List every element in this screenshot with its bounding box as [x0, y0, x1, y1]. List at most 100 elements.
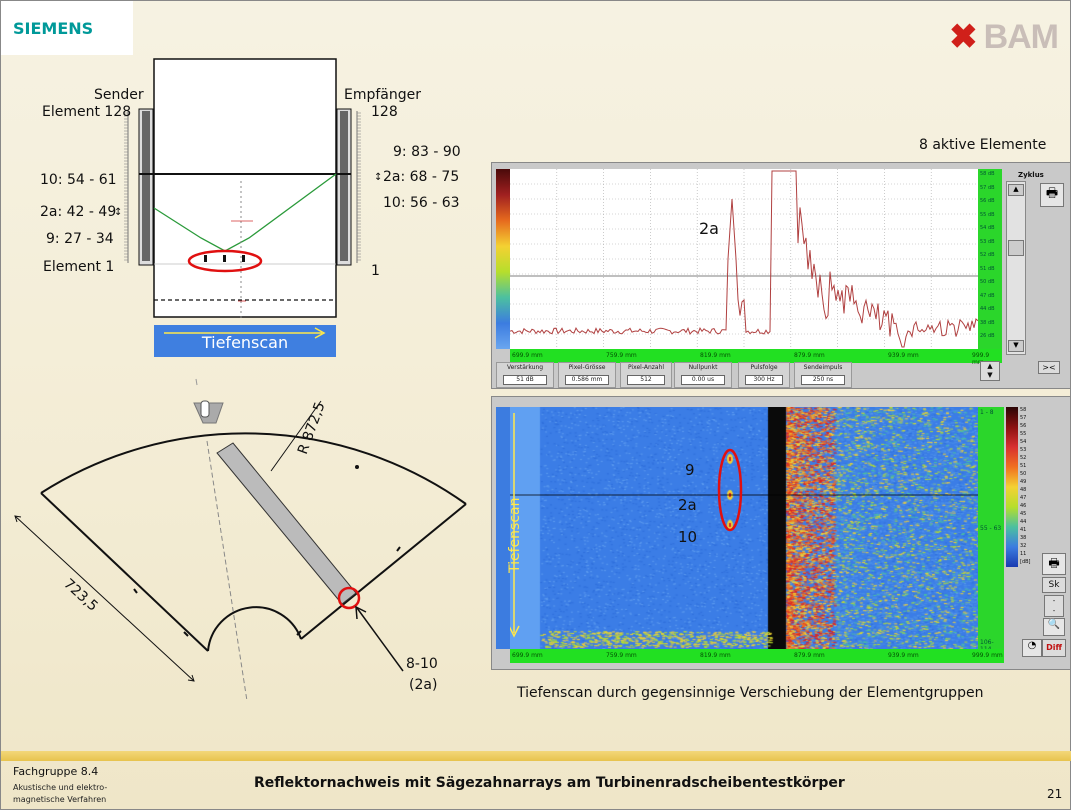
pulse-rate-value[interactable]: 300 Hz — [745, 375, 783, 385]
bscan-label-2a: 2a — [678, 496, 697, 514]
ascan-color-scale — [496, 169, 510, 349]
bscan-right-mid: 55 - 63 — [980, 525, 1002, 532]
bscan-x-tick: 819.9 mm — [700, 652, 731, 659]
ascan-db-tick: 26 dB — [980, 333, 995, 339]
scan-arrow-icon — [164, 327, 326, 339]
left-group-9: 9: 27 - 34 — [46, 231, 114, 247]
bscan-scale-value: 38 — [1020, 535, 1027, 541]
zero-point-value[interactable]: 0.00 us — [681, 375, 725, 385]
reflector-label-line2: (2a) — [409, 677, 438, 693]
scroll-up-button[interactable]: ▲ — [1008, 184, 1024, 196]
pixel-count-field: Pixel-Anzahl 512 — [620, 362, 672, 388]
bscan-scale-value: 44 — [1020, 519, 1027, 525]
bscan-scale-value: 48 — [1020, 487, 1027, 493]
scroll-down-button[interactable]: ▼ — [1008, 340, 1024, 352]
active-elements-label: 8 aktive Elemente — [919, 137, 1047, 153]
bam-x-icon: ✖ — [949, 18, 978, 56]
stepper-button[interactable]: ▲ ▼ — [980, 361, 1000, 381]
ascan-x-tick: 699.9 mm — [512, 352, 543, 359]
ascan-x-tick: 879.9 mm — [794, 352, 825, 359]
send-pulse-field: Sendeimpuls 250 ns — [794, 362, 852, 388]
bscan-scale-value: 51 — [1020, 463, 1027, 469]
zoom-icon[interactable]: 🔍 — [1043, 618, 1065, 636]
ascan-db-axis: 58 dB 57 dB 56 dB 55 dB 54 dB 53 dB 52 dB 51 dB… — [978, 169, 1002, 349]
field-label: Nullpunkt — [688, 364, 718, 371]
bscan-overlay — [510, 413, 978, 638]
left-group-2a: 2a: 42 - 49 — [40, 204, 117, 220]
ascan-db-tick: 57 dB — [980, 184, 995, 191]
bscan-scale-value: 55 — [1020, 431, 1027, 437]
siemens-logo: SIEMENS — [1, 1, 133, 55]
pixel-count-value[interactable]: 512 — [627, 375, 665, 385]
receiver-element-label: 128 — [371, 104, 398, 120]
bscan-image — [510, 407, 978, 649]
bscan-scale-value: 45 — [1020, 511, 1027, 517]
ascan-db-tick: 52 dB — [980, 252, 995, 258]
ascan-db-tick: 58 dB — [980, 171, 995, 177]
bscan-scale-value: 41 — [1020, 527, 1027, 533]
page-number: 21 — [1047, 787, 1063, 801]
sender-element-label: Element 128 — [42, 104, 132, 120]
ascan-db-tick: 50 dB — [980, 279, 995, 285]
turbine-disc-drawing — [14, 378, 467, 702]
color-palette-icon[interactable]: ◔ — [1022, 639, 1042, 657]
right-group-10: 10: 56 - 63 — [383, 195, 460, 211]
ascan-db-tick: 54 dB — [980, 225, 995, 231]
field-label: Pixel-Anzahl — [627, 364, 665, 371]
right-element-1-label: 1 — [371, 263, 380, 279]
ascan-x-tick: 939.9 mm — [888, 352, 919, 359]
bscan-scale-value: [dB] — [1020, 559, 1031, 565]
footer-division-line1: Akustische und elektro- — [13, 783, 108, 792]
swap-button[interactable]: >< — [1038, 361, 1060, 374]
footer-group: Fachgruppe 8.4 — [13, 765, 99, 778]
field-label: Verstärkung — [506, 364, 544, 371]
bscan-scale-value: 58 — [1020, 407, 1027, 413]
bscan-right-axis: 1 - 8 55 - 63 106-114 — [978, 407, 1004, 653]
bscan-depth-label: Tiefenscan — [507, 497, 523, 573]
ascan-db-tick: 44 dB — [980, 306, 995, 312]
bscan-scale-values: 58 57 56 55 54 53 52 51 50 49 48 47 46 45 44 41 38 32 11 [d… — [1020, 407, 1046, 577]
bscan-x-tick: 999.9 mm — [972, 652, 1003, 659]
bscan-scale-value: 11 — [1020, 551, 1027, 557]
right-group-2a: 2a: 68 - 75 — [383, 169, 460, 185]
bscan-print-icon[interactable]: 🖶 — [1042, 553, 1066, 575]
cycle-scrollbar[interactable]: ▲ ▼ — [1006, 181, 1026, 355]
send-pulse-value[interactable]: 250 ns — [801, 375, 845, 385]
print-icon[interactable]: 🖶 — [1040, 183, 1064, 207]
bscan-left-strip — [496, 407, 510, 649]
scroll-thumb[interactable] — [1008, 240, 1024, 256]
pixel-size-value[interactable]: 0.586 mm — [565, 375, 609, 385]
bscan-scale-value: 32 — [1020, 543, 1027, 549]
gain-value[interactable]: 51 dB — [503, 375, 547, 385]
cycle-label: Zyklus — [1018, 171, 1044, 179]
svg-text:↕: ↕ — [374, 172, 382, 183]
ascan-db-tick: 51 dB — [980, 265, 995, 272]
bscan-scale-value: 52 — [1020, 455, 1027, 461]
right-group-9: 9: 83 - 90 — [393, 144, 461, 160]
bscan-x-tick: 939.9 mm — [888, 652, 919, 659]
bscan-x-tick: 879.9 mm — [794, 652, 825, 659]
bscan-scale-value: 54 — [1020, 439, 1027, 445]
pulse-rate-field: Pulsfolge 300 Hz — [738, 362, 790, 388]
gain-field: Verstärkung 51 dB — [496, 362, 554, 388]
left-group-10: 10: 54 - 61 — [40, 172, 117, 188]
sender-label: Sender — [94, 87, 144, 103]
sk-button[interactable]: Sk — [1042, 577, 1066, 593]
footer-division-line2: magnetische Verfahren — [13, 795, 107, 804]
bscan-scale-value: 50 — [1020, 471, 1027, 477]
diff-button[interactable]: Diff — [1042, 639, 1066, 657]
ascan-plot — [510, 169, 978, 349]
svg-text:↕: ↕ — [114, 207, 122, 218]
bscan-stepper[interactable]: -- — [1044, 595, 1064, 617]
transducer-schematic: ↕ ↕ — [114, 58, 382, 321]
ascan-db-tick: 56 dB — [980, 198, 995, 204]
bscan-scale-value: 56 — [1020, 423, 1027, 429]
element-1-label: Element 1 — [43, 259, 115, 275]
bscan-panel: Tiefenscan 9 2a 10 1 - 8 55 - 63 106-114… — [491, 396, 1071, 670]
bscan-scale-value: 49 — [1020, 479, 1027, 485]
bscan-label-10: 10 — [678, 528, 698, 546]
bscan-scale-value: 46 — [1020, 503, 1027, 509]
depth-scan-label: Tiefenscan — [201, 333, 289, 352]
bscan-x-axis: 699.9 mm 759.9 mm 819.9 mm 879.9 mm 939.… — [510, 649, 1004, 663]
